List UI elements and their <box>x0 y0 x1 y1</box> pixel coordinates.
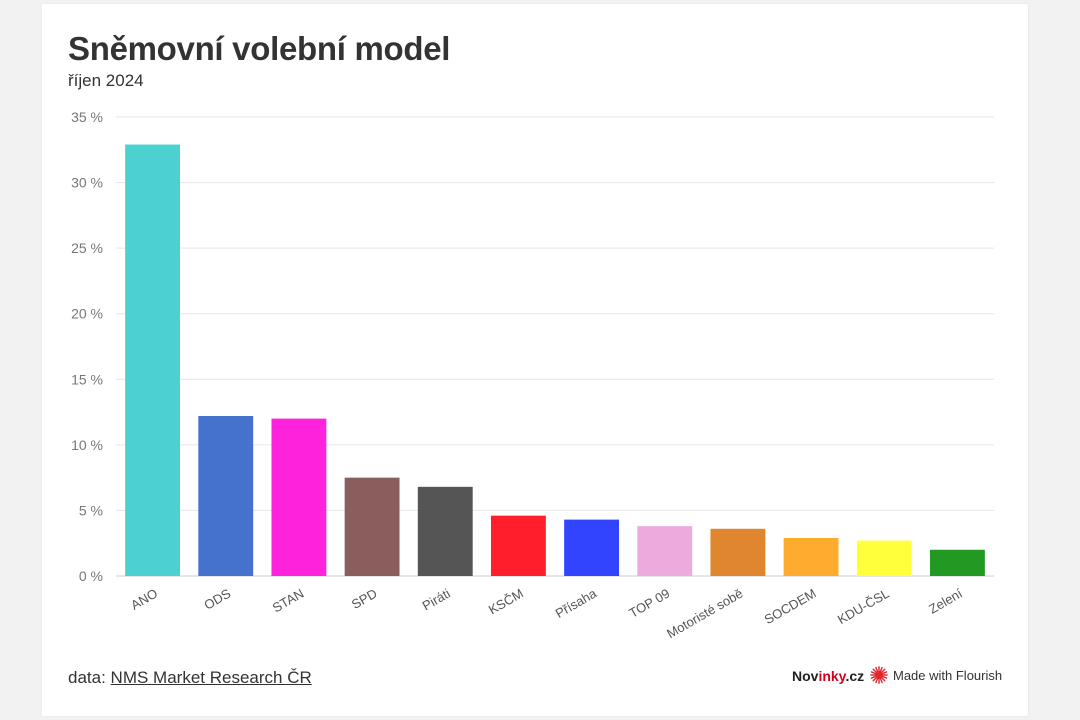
data-source-link[interactable]: NMS Market Research ČR <box>110 668 312 687</box>
bar-top-09[interactable] <box>637 526 693 576</box>
x-tick-label: ODS <box>201 585 233 612</box>
x-tick-label: SPD <box>349 586 380 612</box>
brand-part-1: Nov <box>792 668 819 684</box>
x-tick-label: Piráti <box>420 586 453 614</box>
bar-socdem[interactable] <box>783 537 839 576</box>
bar-spd[interactable] <box>344 477 400 576</box>
x-tick-label: Zelení <box>926 585 965 616</box>
y-tick-label: 0 % <box>79 568 103 584</box>
x-tick-label: KDU-ČSL <box>835 586 892 628</box>
flourish-credit[interactable]: Made with Flourish <box>870 666 1002 684</box>
x-tick-label: KSČM <box>486 586 526 618</box>
data-source-prefix: data: <box>68 668 111 687</box>
chart-title: Sněmovní volební model <box>68 30 451 67</box>
bar-zelení[interactable] <box>929 549 985 576</box>
bar-motoristé-sobě[interactable] <box>710 528 766 576</box>
x-tick-label: TOP 09 <box>626 586 672 621</box>
y-tick-label: 15 % <box>71 371 103 387</box>
y-tick-label: 5 % <box>79 502 103 518</box>
y-tick-label: 35 % <box>71 109 103 125</box>
y-tick-label: 25 % <box>71 240 103 256</box>
x-tick-label: SOCDEM <box>762 586 819 628</box>
y-tick-label: 10 % <box>71 437 103 453</box>
bar-přísaha[interactable] <box>564 519 620 576</box>
x-tick-label: Přísaha <box>553 585 600 621</box>
bar-piráti[interactable] <box>417 486 473 576</box>
flourish-label: Made with Flourish <box>893 667 1003 683</box>
bar-chart: 0 % 5 % 10 % 15 % 20 % 25 % 30 % 35 % ANO ODS STAN… <box>71 109 994 642</box>
y-tick-label: 20 % <box>71 306 103 322</box>
chart-card: Sněmovní volební model říjen 2024 0 % 5 %… <box>42 4 1028 716</box>
x-tick-label: STAN <box>270 586 307 616</box>
brand-part-3: .cz <box>845 668 865 684</box>
bar-ksčm[interactable] <box>490 515 546 576</box>
bar-stan[interactable] <box>271 418 327 576</box>
bar-kdu-čsl[interactable] <box>856 540 912 576</box>
y-tick-label: 30 % <box>71 175 103 191</box>
x-tick-label: ANO <box>128 586 160 613</box>
bar-ods[interactable] <box>198 416 254 576</box>
bar-ano[interactable] <box>125 144 181 577</box>
data-source: data: NMS Market Research ČR <box>68 668 312 688</box>
chart-subtitle: říjen 2024 <box>68 71 144 90</box>
x-tick-label: Motoristé sobě <box>664 586 745 642</box>
novinky-logo[interactable]: Novinky.cz <box>792 668 864 684</box>
flourish-icon <box>870 666 888 684</box>
brand-part-2: inky <box>818 668 846 684</box>
